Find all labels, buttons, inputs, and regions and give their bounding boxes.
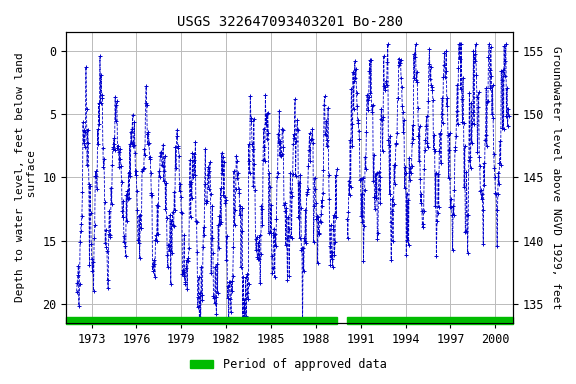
Y-axis label: Groundwater level above NGVD 1929, feet: Groundwater level above NGVD 1929, feet: [551, 46, 561, 309]
Y-axis label: Depth to water level, feet below land
 surface: Depth to water level, feet below land su…: [15, 53, 37, 302]
Bar: [66, 317, 337, 324]
Title: USGS 322647093403201 Bo-280: USGS 322647093403201 Bo-280: [177, 15, 403, 29]
Legend: Period of approved data: Period of approved data: [185, 354, 391, 376]
Bar: [347, 317, 513, 324]
